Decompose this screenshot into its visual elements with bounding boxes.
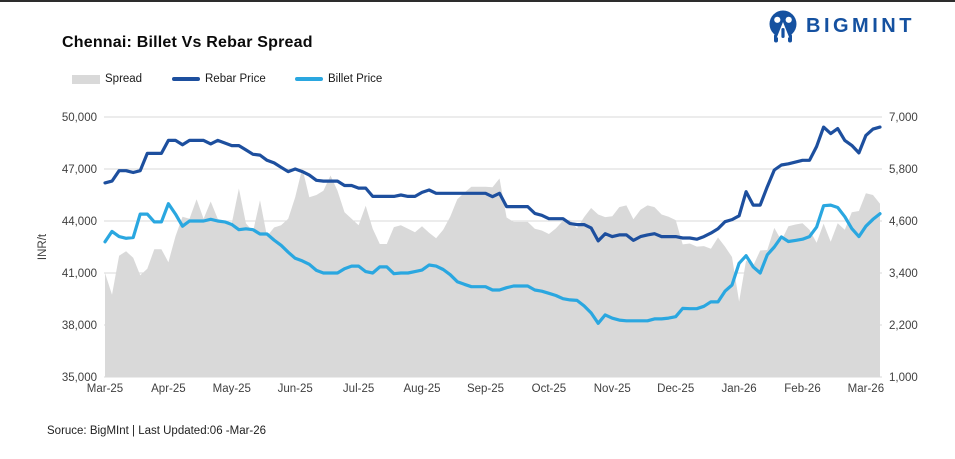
y-right-tick-label: 4,600 [889, 216, 918, 228]
x-axis-tick-label: Sep-25 [467, 383, 504, 395]
y-left-tick-label: 47,000 [62, 164, 97, 176]
y-left-tick-label: 41,000 [62, 268, 97, 280]
rebar-price-line [103, 125, 882, 243]
spread-area [105, 168, 880, 377]
chart-legend: Spread Rebar Price Billet Price [72, 69, 492, 89]
top-border-rule [0, 0, 955, 2]
x-axis-tick-label: May-25 [213, 383, 251, 395]
y-right-tick-label: 2,200 [889, 320, 918, 332]
legend-label: Spread [105, 73, 143, 85]
legend-swatch [172, 77, 200, 81]
page-title: Chennai: Billet Vs Rebar Spread [62, 34, 313, 51]
y-right-tick-label: 3,400 [889, 268, 918, 280]
y-axis-title: INR/t [37, 233, 49, 260]
x-axis-tick-label: Jun-25 [278, 383, 313, 395]
y-right-tick-label: 5,800 [889, 164, 918, 176]
y-right-tick-label: 7,000 [889, 112, 918, 124]
bigmint-logo: BIGMINT [766, 9, 915, 43]
x-axis-tick-label: Jul-25 [343, 383, 374, 395]
x-axis-tick-label: Jan-26 [722, 383, 757, 395]
legend-swatch [72, 74, 100, 84]
y-left-tick-label: 50,000 [62, 112, 97, 124]
legend-item-billet-price: Billet Price [295, 69, 382, 89]
bigmint-logo-icon [769, 10, 797, 43]
x-axis-tick-label: Nov-25 [594, 383, 631, 395]
x-axis-tick-label: Apr-25 [151, 383, 186, 395]
y-left-tick-label: 38,000 [62, 320, 97, 332]
x-axis-tick-label: Feb-26 [784, 383, 820, 395]
y-left-tick-label: 44,000 [62, 216, 97, 228]
bigmint-logo-text: BIGMINT [806, 14, 915, 37]
y-right-tick-label: 1,000 [889, 372, 918, 384]
legend-label: Billet Price [328, 73, 383, 85]
legend-swatch [295, 77, 323, 81]
source-note: Soruce: BigMInt | Last Updated:06 -Mar-2… [47, 425, 267, 437]
x-axis-tick-label: Mar-25 [87, 383, 123, 395]
x-axis-tick-label: Oct-25 [532, 383, 567, 395]
legend-item-spread: Spread [72, 69, 142, 89]
billet-price-line [103, 202, 882, 325]
legend-label: Rebar Price [205, 73, 266, 85]
x-axis-tick-label: Aug-25 [403, 383, 440, 395]
y-left-tick-label: 35,000 [62, 372, 97, 384]
x-axis-tick-label: Dec-25 [657, 383, 694, 395]
x-axis-tick-label: Mar-26 [848, 383, 884, 395]
legend-item-rebar-price: Rebar Price [172, 69, 266, 89]
